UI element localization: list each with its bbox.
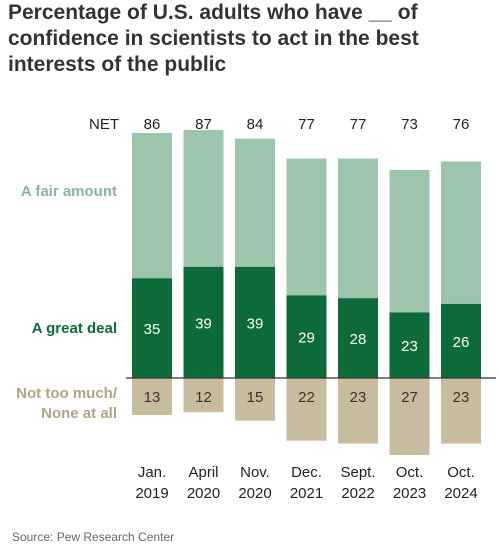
net-value: 77	[298, 116, 315, 133]
bar-not-too-much	[235, 378, 275, 421]
legend-not-too-much-line1: Not too much/	[16, 385, 118, 402]
x-tick-label-line1: Dec.	[291, 464, 322, 481]
bar-fair-amount	[183, 130, 224, 267]
source-note: Source: Pew Research Center	[12, 530, 175, 544]
bar-not-too-much	[441, 378, 481, 444]
bar-great-deal	[441, 303, 481, 378]
bar-not-too-much	[286, 378, 327, 441]
bar-not-too-much	[132, 378, 172, 416]
bar-great-deal	[286, 295, 327, 378]
x-tick-label-line1: April	[188, 464, 218, 481]
net-value: 86	[144, 116, 161, 133]
x-tick-label-line1: Nov.	[240, 464, 270, 481]
label-not-too-much: 23	[453, 389, 470, 406]
bar-not-too-much	[183, 378, 224, 413]
x-tick-label-line2: 2024	[444, 485, 477, 502]
legend-not-too-much-line2: None at all	[41, 405, 117, 422]
label-great-deal: 29	[298, 330, 315, 347]
label-great-deal: 28	[350, 331, 367, 348]
x-tick-label-line2: 2020	[187, 485, 220, 502]
x-tick-label-line1: Oct.	[447, 464, 475, 481]
label-not-too-much: 27	[401, 389, 418, 406]
x-tick-label-line2: 2022	[341, 485, 374, 502]
bar-fair-amount	[286, 158, 327, 296]
bar-fair-amount	[389, 169, 430, 313]
label-not-too-much: 12	[195, 389, 212, 406]
legend-fair-amount: A fair amount	[21, 183, 117, 200]
label-not-too-much: 22	[298, 389, 315, 406]
label-great-deal: 39	[195, 315, 212, 332]
bar-great-deal	[132, 278, 172, 378]
legend-great-deal: A great deal	[32, 320, 117, 337]
net-value: 76	[453, 116, 470, 133]
label-great-deal: 26	[453, 334, 470, 351]
net-value: 77	[350, 116, 367, 133]
bar-fair-amount	[441, 161, 481, 304]
x-tick-label-line1: Sept.	[340, 464, 375, 481]
label-great-deal: 39	[247, 315, 264, 332]
bar-not-too-much	[338, 378, 378, 444]
bar-fair-amount	[338, 158, 378, 299]
net-value: 84	[247, 116, 264, 133]
label-not-too-much: 13	[144, 389, 161, 406]
net-label: NET	[89, 116, 119, 133]
label-not-too-much: 23	[350, 389, 367, 406]
x-tick-label-line2: 2019	[135, 485, 168, 502]
label-not-too-much: 15	[247, 389, 264, 406]
x-tick-label-line2: 2023	[393, 485, 426, 502]
x-tick-label-line2: 2020	[238, 485, 271, 502]
bar-great-deal	[389, 312, 430, 378]
bar-great-deal	[235, 266, 275, 378]
bar-not-too-much	[389, 378, 430, 455]
bar-fair-amount	[132, 132, 172, 279]
bar-great-deal	[338, 298, 378, 378]
label-great-deal: 35	[144, 321, 161, 338]
label-great-deal: 23	[401, 338, 418, 355]
net-value: 87	[195, 116, 212, 133]
chart-title: Percentage of U.S. adults who have __ of…	[8, 1, 419, 76]
x-tick-label-line1: Jan.	[138, 464, 166, 481]
x-tick-label-line1: Oct.	[396, 464, 424, 481]
net-value: 73	[401, 116, 418, 133]
bar-great-deal	[183, 266, 224, 378]
bar-fair-amount	[235, 138, 275, 267]
x-tick-label-line2: 2021	[290, 485, 323, 502]
